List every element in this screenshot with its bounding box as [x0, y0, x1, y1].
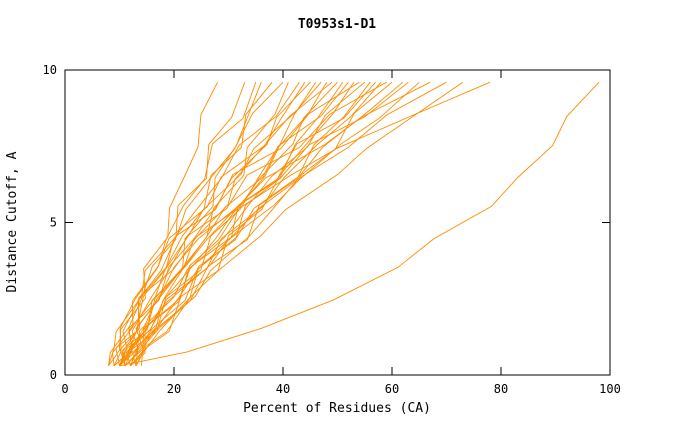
series-line [113, 81, 306, 367]
series-line [132, 81, 376, 367]
axes: 0 20 40 60 80 100 0 5 10 [43, 63, 621, 396]
series-line [130, 81, 338, 367]
y-axis-label: Distance Cutoff, A [5, 151, 20, 292]
series-line [112, 82, 257, 366]
x-tick-label: 0 [61, 382, 68, 396]
x-tick-label: 80 [494, 382, 508, 396]
series-line [124, 81, 327, 367]
series-line [119, 81, 311, 367]
series-line [135, 81, 431, 367]
series-line [108, 82, 246, 366]
series-line [140, 81, 464, 366]
series-line [135, 81, 404, 366]
y-tick-label: 5 [50, 216, 57, 230]
series-line [130, 81, 366, 367]
series-line [119, 81, 360, 367]
y-tick-label: 10 [43, 63, 57, 77]
series-lines [108, 81, 600, 367]
series-line [129, 81, 447, 367]
x-tick-label: 60 [385, 382, 399, 396]
series-line [119, 81, 420, 367]
series-line [119, 81, 344, 367]
series-line [119, 81, 491, 367]
series-line [119, 81, 600, 367]
series-line [126, 81, 409, 367]
chart-title: T0953s1-D1 [298, 17, 376, 32]
series-line [129, 81, 387, 367]
x-tick-label: 40 [276, 382, 290, 396]
series-line [113, 81, 333, 367]
x-tick-label: 20 [167, 382, 181, 396]
y-tick-label: 0 [50, 368, 57, 382]
series-line [124, 81, 371, 367]
x-axis-label: Percent of Residues (CA) [243, 401, 431, 416]
x-tick-label: 100 [599, 382, 621, 396]
